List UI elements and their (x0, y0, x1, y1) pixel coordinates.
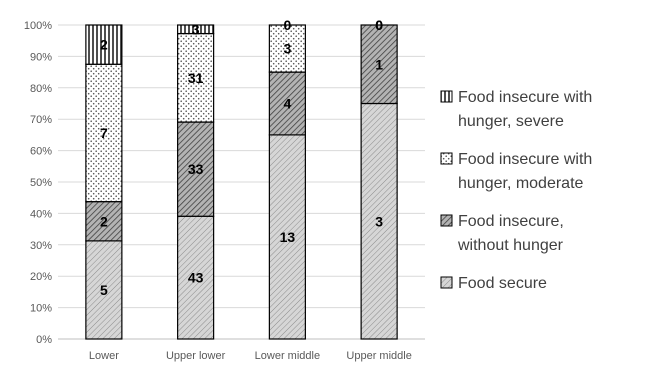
legend-swatch (440, 214, 453, 227)
legend-label: hunger, moderate (458, 175, 584, 192)
bar-segment (268, 24, 306, 73)
x-category-label: Upper middle (346, 350, 411, 362)
data-label: 1 (375, 56, 383, 72)
data-label: 3 (375, 213, 383, 229)
legend-label: Food insecure with (458, 89, 592, 106)
data-label: 3 (192, 21, 200, 37)
bar-segment (360, 102, 398, 340)
bar-segment (177, 215, 215, 340)
legend-label: without hunger (457, 237, 564, 254)
y-tick-label: 30% (30, 240, 52, 252)
legend-label: hunger, severe (458, 113, 564, 130)
y-tick-label: 40% (30, 208, 52, 220)
x-category-label: Upper lower (166, 350, 226, 362)
data-label: 0 (375, 17, 383, 33)
y-axis-ticks: 0% 10% 20% 30% 40% 50% 60% 70% 80% 90% 100% (24, 20, 52, 346)
y-tick-label: 70% (30, 114, 52, 126)
y-tick-label: 10% (30, 303, 52, 315)
legend-label: Food secure (458, 275, 547, 292)
data-label: 2 (100, 37, 108, 53)
bar-segment (268, 134, 306, 340)
legend-swatch (440, 90, 453, 103)
data-label: 33 (188, 161, 204, 177)
y-tick-label: 90% (30, 51, 52, 63)
x-category-label: Lower middle (255, 350, 320, 362)
data-label: 0 (283, 17, 291, 33)
legend: Food insecure with hunger, severe Food ins… (440, 89, 592, 292)
x-axis-categories: Lower Upper lower Lower middle Upper middle (89, 350, 412, 362)
y-tick-label: 20% (30, 271, 52, 283)
y-tick-label: 0% (36, 334, 52, 346)
data-label: 4 (283, 96, 291, 112)
bar-segment (177, 32, 215, 123)
bar-segment (85, 24, 123, 65)
legend-label: Food insecure with (458, 151, 592, 168)
data-label: 3 (283, 41, 291, 57)
data-label: 31 (188, 70, 204, 86)
y-tick-label: 100% (24, 20, 52, 32)
data-label: 7 (100, 125, 108, 141)
data-label: 2 (100, 213, 108, 229)
y-tick-label: 80% (30, 83, 52, 95)
legend-swatch (440, 276, 453, 289)
data-label: 0 (375, 17, 383, 33)
data-label: 43 (188, 270, 204, 286)
bar-segment (85, 240, 123, 340)
x-category-label: Lower (89, 350, 119, 362)
data-label: 13 (280, 229, 296, 245)
y-tick-label: 50% (30, 177, 52, 189)
data-label: 5 (100, 282, 108, 298)
bars (85, 24, 398, 340)
y-tick-label: 60% (30, 146, 52, 158)
legend-swatch (440, 152, 453, 165)
bar-segment (177, 121, 215, 217)
bar-segment (177, 24, 215, 35)
legend-label: Food insecure, (458, 213, 564, 230)
bar-segment (360, 24, 398, 105)
